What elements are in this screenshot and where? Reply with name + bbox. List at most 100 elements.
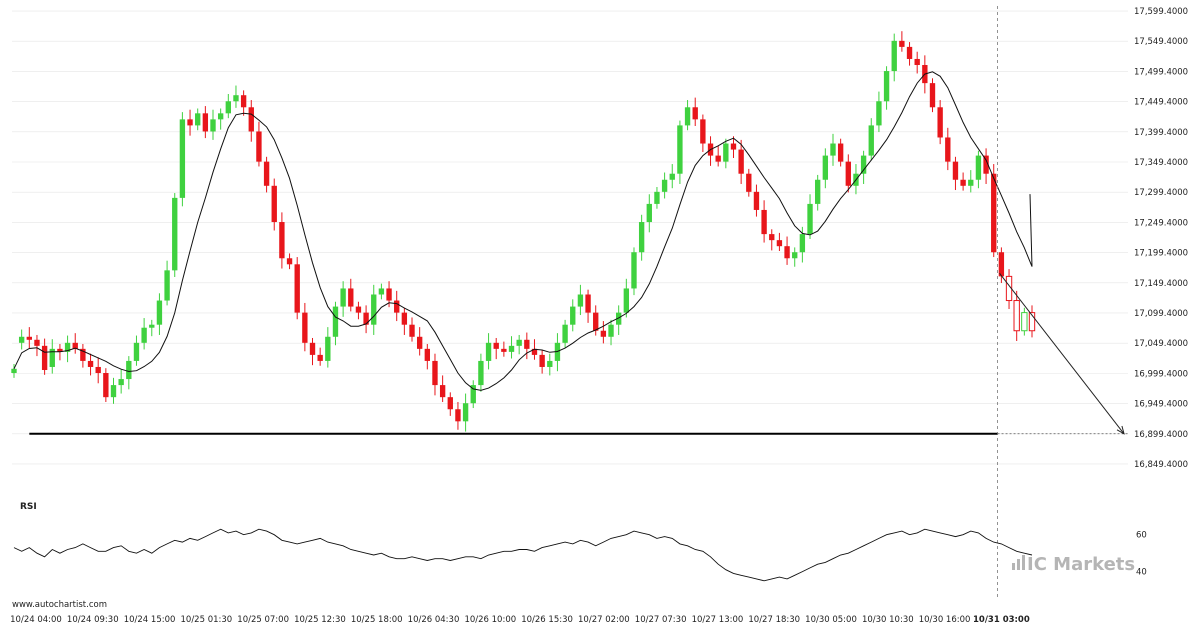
candle <box>263 156 270 193</box>
candle <box>615 305 622 335</box>
candle <box>363 305 369 334</box>
candle-body <box>348 288 354 307</box>
candle <box>156 293 163 335</box>
candle-body <box>156 300 163 325</box>
candle <box>593 305 599 336</box>
candle-body <box>753 191 760 210</box>
candle <box>240 90 247 116</box>
x-tick-label: 10/25 07:00 <box>237 615 289 625</box>
candle-body <box>110 385 117 398</box>
candle-body <box>447 397 453 410</box>
candle-body <box>478 360 484 386</box>
x-tick-label: 10/27 13:00 <box>692 615 744 625</box>
candle <box>394 290 400 322</box>
candle <box>769 229 775 251</box>
candle-body <box>363 312 369 325</box>
candle-body <box>34 339 40 346</box>
candle <box>248 100 254 142</box>
y-tick-label: 17,499.4000 <box>1134 67 1188 77</box>
candle <box>409 317 415 342</box>
candle <box>891 33 897 82</box>
y-tick-label: 17,249.4000 <box>1134 218 1188 228</box>
candle-body <box>570 306 576 325</box>
candle-body <box>248 107 254 132</box>
candle <box>1005 269 1013 309</box>
candle-body <box>807 203 813 235</box>
candle-body <box>493 342 499 349</box>
candle-body <box>202 113 209 132</box>
candle <box>462 393 469 432</box>
y-tick-label: 16,849.4000 <box>1134 460 1188 470</box>
candle <box>975 150 982 189</box>
candle-body <box>700 119 706 144</box>
candle-body <box>968 179 974 186</box>
candle <box>845 154 851 193</box>
grid-lines <box>12 10 1128 465</box>
candle-body <box>256 131 262 162</box>
candle <box>906 42 913 66</box>
candle <box>654 187 660 209</box>
candle <box>830 133 836 166</box>
y-tick-label: 17,049.4000 <box>1134 339 1188 349</box>
candle <box>776 232 783 252</box>
candle-body <box>983 155 989 174</box>
candle <box>118 369 124 394</box>
candle-body <box>439 385 446 398</box>
candle-body <box>654 191 660 204</box>
candle-body <box>133 342 140 361</box>
x-tick-label: 10/24 04:00 <box>10 615 62 625</box>
candle-body <box>485 342 492 361</box>
x-tick-label: 10/30 16:00 <box>919 615 971 625</box>
candle-body <box>18 336 25 343</box>
candle-body <box>815 179 821 204</box>
candle <box>133 335 140 366</box>
x-tick-label: 10/27 02:00 <box>578 615 630 625</box>
candle <box>837 138 844 167</box>
candle-body <box>669 173 675 180</box>
candle-body <box>615 312 622 325</box>
candle-body <box>409 324 415 337</box>
candle-body <box>1013 300 1020 332</box>
candle <box>929 78 936 113</box>
candle-body <box>516 339 522 346</box>
candle-body <box>41 345 48 370</box>
candle <box>669 164 675 189</box>
candle <box>26 327 32 349</box>
candle-body <box>179 119 186 198</box>
candle <box>577 284 584 316</box>
candle-body <box>646 203 652 223</box>
candle <box>455 401 461 430</box>
candle <box>684 100 691 131</box>
candle-body <box>914 58 920 66</box>
y-tick-label: 17,299.4000 <box>1134 188 1188 198</box>
candle-body <box>470 385 476 404</box>
candle-body <box>547 360 553 367</box>
candle <box>960 172 966 191</box>
candle-body <box>217 113 224 120</box>
rsi-tick-label: 40 <box>1136 568 1147 578</box>
candle <box>11 363 17 378</box>
candle-body <box>608 324 614 337</box>
candle-body <box>868 125 874 156</box>
candle-body <box>233 95 239 102</box>
rsi-line <box>13 528 1033 582</box>
candle <box>256 121 262 167</box>
candle <box>478 353 484 392</box>
bars-icon <box>1012 555 1025 570</box>
candle-body <box>501 348 507 352</box>
candle-body <box>746 173 752 192</box>
candle <box>378 283 385 300</box>
candle <box>539 350 545 374</box>
candle <box>631 247 637 296</box>
candle-body <box>776 240 783 247</box>
candle-body <box>378 288 385 295</box>
candle-body <box>638 222 645 253</box>
candle <box>87 353 94 376</box>
y-tick-label: 17,199.4000 <box>1134 249 1188 259</box>
candle <box>876 91 882 133</box>
candle <box>49 339 55 374</box>
candle-body <box>715 155 721 162</box>
candle-body <box>937 107 943 138</box>
candle-body <box>64 342 71 352</box>
candle-body <box>149 324 155 328</box>
